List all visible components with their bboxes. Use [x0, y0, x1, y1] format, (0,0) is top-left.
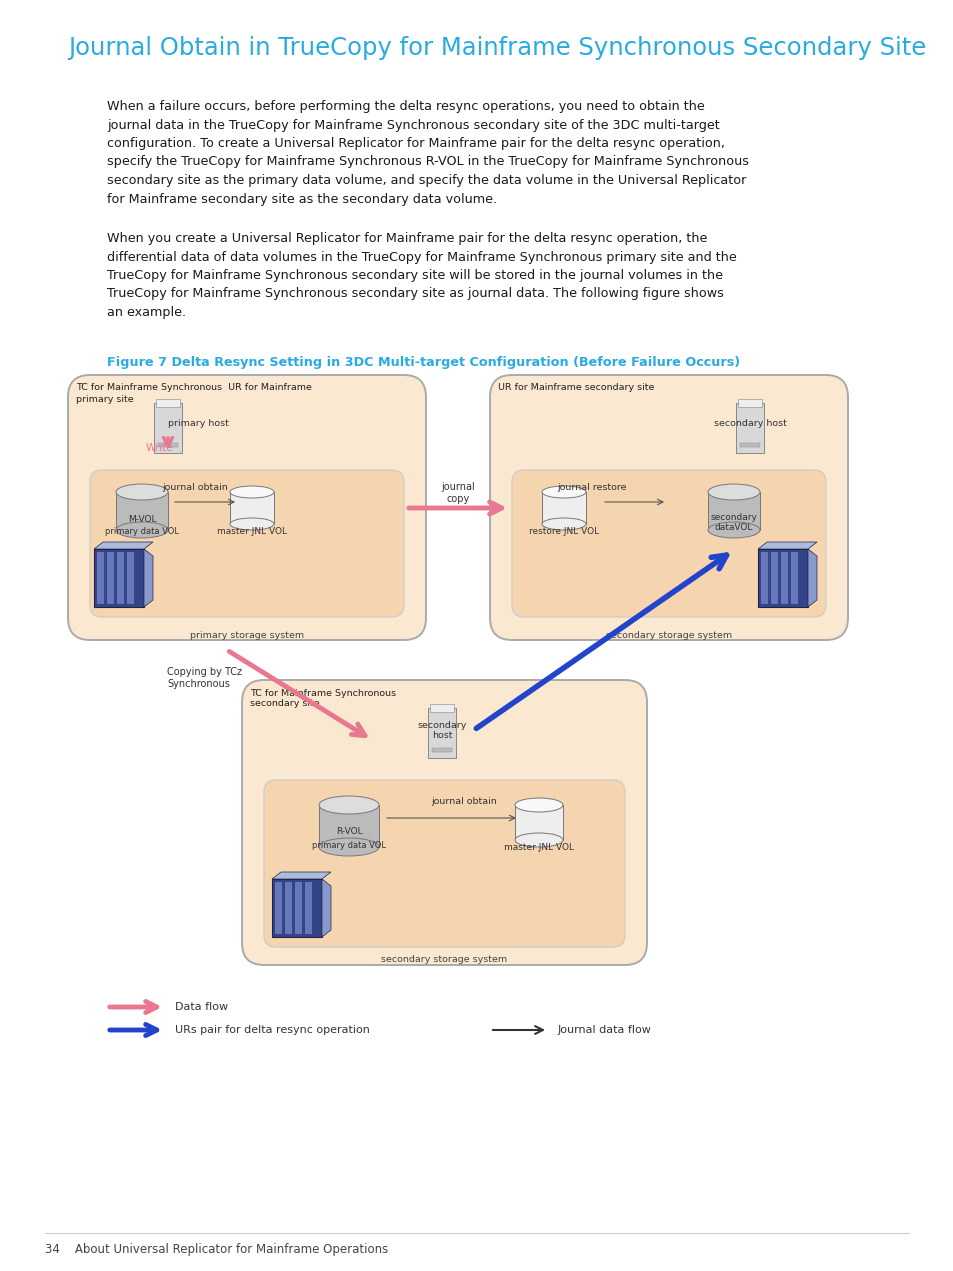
Bar: [430, 704, 454, 712]
Polygon shape: [144, 549, 152, 608]
Text: Data flow: Data flow: [174, 1002, 228, 1012]
Bar: [318, 805, 378, 846]
Bar: [790, 552, 797, 604]
Text: secondary storage system: secondary storage system: [605, 630, 731, 639]
Text: When a failure occurs, before performing the delta resync operations, you need t: When a failure occurs, before performing…: [107, 100, 748, 206]
Text: Journal data flow: Journal data flow: [558, 1024, 651, 1035]
Bar: [158, 444, 178, 447]
Polygon shape: [807, 549, 816, 608]
Text: journal obtain: journal obtain: [431, 797, 497, 807]
Bar: [740, 444, 760, 447]
Bar: [97, 552, 104, 604]
Polygon shape: [272, 872, 331, 880]
Bar: [127, 552, 133, 604]
Bar: [94, 549, 144, 608]
Text: secondary: secondary: [416, 721, 466, 730]
Bar: [541, 492, 585, 524]
Text: R-VOL: R-VOL: [335, 827, 362, 836]
Text: Synchronous: Synchronous: [167, 679, 230, 689]
Ellipse shape: [707, 484, 760, 500]
Ellipse shape: [116, 484, 168, 500]
FancyBboxPatch shape: [512, 470, 825, 616]
Bar: [770, 552, 778, 604]
Bar: [735, 403, 763, 452]
Bar: [117, 552, 124, 604]
Text: host: host: [432, 732, 452, 741]
Bar: [285, 882, 292, 934]
Bar: [760, 552, 767, 604]
Text: dataVOL: dataVOL: [714, 524, 753, 533]
Text: secondary site: secondary site: [250, 699, 319, 708]
Text: restore JNL VOL: restore JNL VOL: [528, 527, 598, 536]
Text: primary storage system: primary storage system: [190, 630, 304, 639]
Polygon shape: [94, 541, 152, 549]
Text: master JNL VOL: master JNL VOL: [216, 527, 287, 536]
Bar: [274, 882, 282, 934]
Bar: [305, 882, 312, 934]
Bar: [230, 492, 274, 524]
FancyBboxPatch shape: [90, 470, 403, 616]
Ellipse shape: [318, 838, 378, 855]
Bar: [738, 399, 761, 407]
Bar: [294, 882, 302, 934]
Text: M-VOL: M-VOL: [128, 516, 156, 525]
Text: secondary storage system: secondary storage system: [380, 956, 507, 965]
FancyBboxPatch shape: [68, 375, 426, 641]
Ellipse shape: [541, 486, 585, 498]
Polygon shape: [322, 880, 331, 937]
Text: primary site: primary site: [76, 394, 133, 403]
Bar: [156, 399, 180, 407]
Bar: [707, 492, 760, 530]
Ellipse shape: [318, 796, 378, 813]
Text: Copying by TCz: Copying by TCz: [167, 667, 242, 677]
Text: Figure 7 Delta Resync Setting in 3DC Multi-target Configuration (Before Failure : Figure 7 Delta Resync Setting in 3DC Mul…: [107, 356, 740, 369]
Bar: [107, 552, 113, 604]
Polygon shape: [758, 541, 816, 549]
Ellipse shape: [230, 519, 274, 530]
Text: journal restore: journal restore: [557, 483, 626, 492]
Bar: [781, 552, 787, 604]
Text: UR for Mainframe secondary site: UR for Mainframe secondary site: [497, 384, 654, 393]
Bar: [153, 403, 182, 452]
Text: primary data VOL: primary data VOL: [312, 840, 386, 849]
Bar: [432, 749, 452, 752]
Ellipse shape: [116, 522, 168, 538]
Ellipse shape: [515, 833, 562, 846]
Text: URs pair for delta resync operation: URs pair for delta resync operation: [174, 1024, 370, 1035]
Bar: [116, 492, 168, 530]
Text: TC for Mainframe Synchronous  UR for Mainframe: TC for Mainframe Synchronous UR for Main…: [76, 384, 312, 393]
Bar: [272, 880, 322, 937]
Text: Journal Obtain in TrueCopy for Mainframe Synchronous Secondary Site: Journal Obtain in TrueCopy for Mainframe…: [68, 36, 925, 60]
Text: journal
copy: journal copy: [440, 482, 475, 503]
Ellipse shape: [230, 486, 274, 498]
Text: journal obtain: journal obtain: [162, 483, 228, 492]
Text: master JNL VOL: master JNL VOL: [503, 844, 574, 853]
Ellipse shape: [515, 798, 562, 812]
Bar: [428, 708, 456, 758]
Text: secondary host: secondary host: [713, 418, 785, 427]
Bar: [515, 805, 562, 840]
Ellipse shape: [707, 522, 760, 538]
Text: TC for Mainframe Synchronous: TC for Mainframe Synchronous: [250, 689, 395, 698]
FancyBboxPatch shape: [490, 375, 847, 641]
Bar: [758, 549, 807, 608]
Text: secondary: secondary: [710, 513, 757, 522]
FancyBboxPatch shape: [242, 680, 646, 965]
FancyBboxPatch shape: [264, 780, 624, 947]
Text: primary data VOL: primary data VOL: [105, 527, 179, 536]
Text: primary host: primary host: [168, 418, 228, 427]
Text: Write: Write: [146, 444, 173, 452]
Text: 34    About Universal Replicator for Mainframe Operations: 34 About Universal Replicator for Mainfr…: [45, 1243, 388, 1257]
Ellipse shape: [541, 519, 585, 530]
Text: When you create a Universal Replicator for Mainframe pair for the delta resync o: When you create a Universal Replicator f…: [107, 233, 736, 319]
